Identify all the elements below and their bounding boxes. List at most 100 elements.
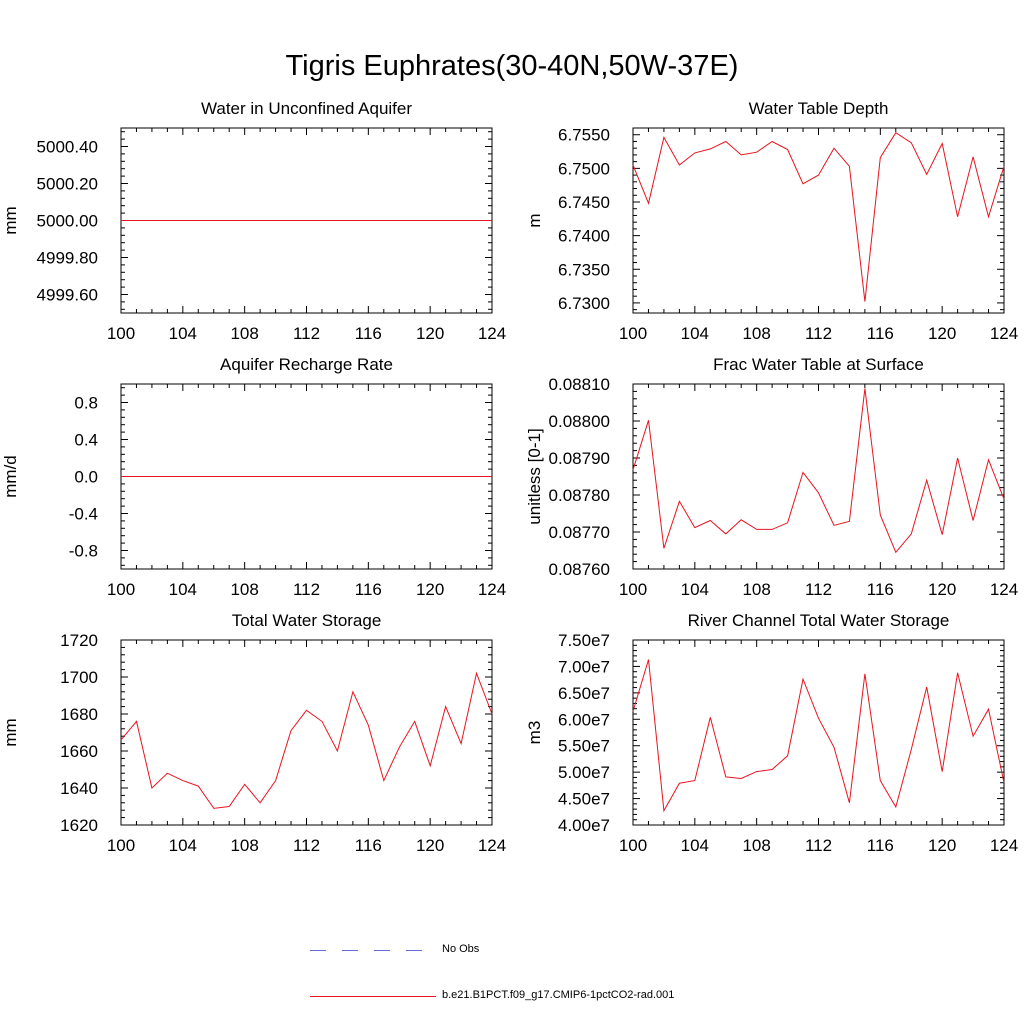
x-tick-label: 116	[867, 836, 894, 855]
y-tick-label: 1660	[60, 742, 98, 761]
y-tick-label: 4999.80	[37, 249, 98, 268]
x-tick-label: 124	[990, 580, 1018, 599]
y-tick-label: 6.7400	[558, 227, 610, 246]
plot-frame	[632, 383, 1005, 570]
x-tick-label: 124	[478, 580, 506, 599]
figure-title: Tigris Euphrates(30-40N,50W-37E)	[285, 50, 739, 82]
y-tick-label: 7.50e7	[558, 631, 610, 650]
y-axis-label: mm	[1, 718, 20, 746]
x-tick-label: 100	[107, 580, 135, 599]
legend-obs-dash	[374, 950, 390, 951]
y-axis-label: unitless [0-1]	[525, 428, 544, 524]
y-tick-label: 5000.20	[37, 175, 98, 194]
y-tick-label: 4999.60	[37, 286, 98, 305]
x-tick-label: 100	[619, 836, 647, 855]
x-tick-label: 120	[416, 324, 444, 343]
panel-title: River Channel Total Water Storage	[688, 611, 950, 630]
x-tick-label: 120	[928, 836, 956, 855]
panel-title: Aquifer Recharge Rate	[220, 355, 393, 374]
y-tick-label: 5.50e7	[558, 737, 610, 756]
y-axis-label: mm	[1, 206, 20, 234]
y-axis-label: mm/d	[1, 455, 20, 498]
y-tick-label: 6.7350	[558, 260, 610, 279]
x-tick-label: 116	[355, 836, 382, 855]
x-tick-label: 124	[478, 324, 506, 343]
x-tick-label: 112	[805, 836, 832, 855]
y-tick-label: 5000.00	[37, 212, 98, 231]
x-tick-label: 116	[867, 324, 894, 343]
x-tick-label: 120	[928, 324, 956, 343]
legend-model-line	[310, 996, 436, 997]
y-tick-label: 0.08770	[549, 523, 610, 542]
y-axis-label: m	[525, 213, 544, 227]
y-tick-label: 0.08780	[549, 486, 610, 505]
x-tick-label: 120	[416, 580, 444, 599]
x-tick-label: 104	[681, 324, 709, 343]
panel-2: 100 104 108 112 116 120 124 6.7300 6.7350 6.7400 6…	[525, 99, 1018, 343]
x-tick-label: 112	[293, 836, 320, 855]
y-tick-label: 1680	[60, 705, 98, 724]
y-tick-label: 0.08760	[549, 560, 610, 579]
y-tick-label: 0.0	[74, 468, 98, 487]
x-tick-label: 104	[169, 324, 197, 343]
x-tick-label: 104	[681, 836, 709, 855]
x-tick-label: 124	[990, 324, 1018, 343]
x-tick-label: 108	[742, 324, 770, 343]
y-tick-label: 0.08810	[549, 375, 610, 394]
series-line	[120, 671, 493, 809]
x-tick-label: 108	[230, 324, 258, 343]
panel-title: Total Water Storage	[232, 611, 382, 630]
y-tick-label: 5.00e7	[558, 763, 610, 782]
panel-title: Water Table Depth	[749, 99, 889, 118]
series-line	[632, 388, 1005, 554]
panel-5: 100 104 108 112 116 120 124 1620 1640 1660 1680 170…	[1, 611, 506, 855]
y-tick-label: 4.50e7	[558, 790, 610, 809]
y-tick-label: 0.4	[74, 431, 98, 450]
legend-obs-dash	[310, 950, 326, 951]
y-tick-label: 1720	[60, 631, 98, 650]
x-tick-label: 116	[355, 580, 382, 599]
x-tick-label: 112	[293, 580, 320, 599]
x-tick-label: 108	[230, 580, 258, 599]
series-line	[632, 659, 1005, 813]
panel-3: 100 104 108 112 116 120 124 -0.8 -0.4 0.0 0.4 0.8 Aq…	[1, 355, 506, 599]
panel-1: 100 104 108 112 116 120 124 4999.60 4999.80 5000.…	[1, 99, 506, 343]
x-tick-label: 108	[230, 836, 258, 855]
legend-obs-dash	[406, 950, 422, 951]
x-tick-label: 124	[478, 836, 506, 855]
y-tick-label: 4.00e7	[558, 816, 610, 835]
plot-frame	[632, 127, 1005, 314]
x-tick-label: 112	[805, 324, 832, 343]
legend-entry-obs: No Obs	[0, 940, 1024, 960]
x-tick-label: 100	[619, 324, 647, 343]
y-tick-label: 1700	[60, 668, 98, 687]
plot-frame	[120, 639, 493, 826]
y-tick-label: 0.8	[74, 394, 98, 413]
panel-6: 100 104 108 112 116 120 124 4.00e7 4.50e7 5.00e7 5…	[525, 611, 1018, 855]
y-tick-label: 6.7550	[558, 126, 610, 145]
y-tick-label: 6.7500	[558, 159, 610, 178]
panel-4: 100 104 108 112 116 120 124 0.08760 0.08770 0.087…	[525, 355, 1018, 599]
legend-obs-label: No Obs	[442, 943, 480, 955]
y-tick-label: 6.00e7	[558, 710, 610, 729]
x-tick-label: 104	[169, 836, 197, 855]
x-tick-label: 108	[742, 836, 770, 855]
x-tick-label: 116	[355, 324, 382, 343]
y-tick-label: 1620	[60, 816, 98, 835]
y-tick-label: -0.8	[69, 542, 98, 561]
y-tick-label: 1640	[60, 779, 98, 798]
x-tick-label: 116	[867, 580, 894, 599]
x-tick-label: 124	[990, 836, 1018, 855]
series-line	[632, 132, 1005, 302]
x-tick-label: 100	[107, 836, 135, 855]
y-axis-label: m3	[525, 721, 544, 745]
x-tick-label: 120	[928, 580, 956, 599]
x-tick-label: 104	[169, 580, 197, 599]
y-tick-label: 6.7300	[558, 294, 610, 313]
panel-title: Frac Water Table at Surface	[713, 355, 924, 374]
panel-title: Water in Unconfined Aquifer	[201, 99, 412, 118]
y-tick-label: 5000.40	[37, 138, 98, 157]
x-tick-label: 104	[681, 580, 709, 599]
y-tick-label: 7.00e7	[558, 657, 610, 676]
